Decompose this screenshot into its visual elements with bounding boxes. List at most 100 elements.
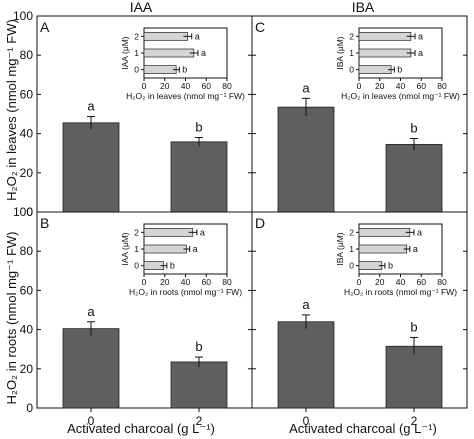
panel-label: C (255, 19, 265, 35)
inset-significance-letter: a (417, 227, 422, 237)
inset-x-tick-label: 40 (181, 277, 191, 287)
panel-label: B (40, 215, 49, 231)
y-tick-label: 80 (20, 48, 34, 62)
significance-letter: b (195, 339, 202, 354)
bar (385, 143, 443, 213)
y-axis-label-leaves: H₂O₂ in leaves (nmol mg⁻¹ FW) (4, 19, 19, 201)
inset-bar (358, 48, 412, 58)
y-tick-label: 100 (13, 9, 33, 23)
panel-frame (251, 211, 468, 409)
bar (62, 122, 120, 213)
significance-letter: a (302, 80, 310, 95)
inset-significance-letter: b (170, 261, 175, 271)
inset-x-tick-label: 0 (357, 277, 362, 287)
bar (170, 141, 228, 213)
inset-x-axis-label: H₂O₂ in leaves (nmol mg⁻¹ FW) (341, 91, 460, 101)
inset-x-tick-label: 60 (202, 81, 212, 91)
inset-bar (358, 65, 392, 75)
inset-bar (143, 48, 195, 58)
y-tick-label: 80 (20, 244, 34, 258)
inset-bar (143, 65, 177, 75)
bar (170, 361, 228, 409)
inset-x-tick-label: 20 (375, 81, 385, 91)
x-tick-label: 0 (303, 414, 310, 428)
inset-bar (358, 244, 408, 254)
inset-x-tick-label: 80 (437, 81, 447, 91)
x-axis-label-left: Activated charcoal (g L⁻¹) (67, 421, 215, 436)
x-axis-label-right: Activated charcoal (g L⁻¹) (289, 421, 437, 436)
inset-x-tick-label: 80 (437, 277, 447, 287)
inset-x-axis-label: H₂O₂ in roots (nmol mg⁻¹ FW) (344, 287, 457, 297)
inset-y-tick-label: 1 (349, 48, 354, 58)
inset-y-axis-label: IBA (μM) (335, 232, 345, 265)
inset-bar (358, 261, 383, 271)
inset-x-tick-label: 20 (375, 277, 385, 287)
inset-y-axis-label: IAA (μM) (120, 36, 130, 69)
y-tick-label: 20 (20, 362, 34, 376)
inset-y-tick-label: 0 (349, 261, 354, 271)
y-tick-label: 20 (20, 166, 34, 180)
inset-y-tick-label: 0 (134, 261, 139, 271)
inset-y-tick-label: 2 (349, 31, 354, 41)
bar (62, 328, 120, 409)
y-axis-label-roots: H₂O₂ in roots (nmol mg⁻¹ FW) (4, 232, 19, 405)
inset-y-tick-label: 2 (134, 227, 139, 237)
inset-significance-letter: a (201, 48, 206, 58)
inset-bar (143, 227, 194, 237)
inset-y-tick-label: 0 (134, 65, 139, 75)
inset-significance-letter: a (195, 31, 200, 41)
inset-x-tick-label: 40 (181, 81, 191, 91)
inset-y-tick-label: 1 (134, 244, 139, 254)
inset-significance-letter: b (397, 65, 402, 75)
inset-x-axis-label: H₂O₂ in roots (nmol mg⁻¹ FW) (129, 287, 242, 297)
significance-letter: a (87, 99, 95, 114)
inset-bar (143, 31, 188, 41)
inset-x-tick-label: 60 (417, 81, 427, 91)
column-header-iba: IBA (352, 0, 375, 15)
bar (277, 321, 335, 409)
inset-x-tick-label: 0 (142, 277, 147, 287)
significance-letter: b (195, 120, 202, 135)
significance-letter: a (302, 297, 310, 312)
x-tick-label: 2 (411, 414, 418, 428)
inset-significance-letter: a (418, 48, 423, 58)
bar (385, 345, 443, 409)
inset-significance-letter: a (193, 244, 198, 254)
inset-y-axis-label: IBA (μM) (335, 36, 345, 69)
inset-x-tick-label: 40 (396, 81, 406, 91)
inset-x-tick-label: 60 (202, 277, 212, 287)
inset-x-tick-label: 80 (222, 81, 232, 91)
y-tick-label: 0 (26, 205, 33, 219)
inset-y-tick-label: 2 (134, 31, 139, 41)
inset-x-tick-label: 60 (417, 277, 427, 287)
inset-x-tick-label: 20 (160, 277, 170, 287)
significance-letter: a (87, 304, 95, 319)
inset-y-tick-label: 1 (134, 48, 139, 58)
inset-x-tick-label: 0 (142, 81, 147, 91)
x-tick-label: 0 (88, 414, 95, 428)
y-tick-label: 100 (13, 205, 33, 219)
inset-x-tick-label: 0 (357, 81, 362, 91)
inset-y-tick-label: 2 (349, 227, 354, 237)
inset-x-tick-label: 80 (222, 277, 232, 287)
inset-x-tick-label: 20 (160, 81, 170, 91)
inset-significance-letter: b (388, 261, 393, 271)
inset-y-tick-label: 0 (349, 65, 354, 75)
y-tick-label: 60 (20, 283, 34, 297)
inset-significance-letter: a (418, 31, 423, 41)
inset-bar (143, 244, 187, 254)
panel-label: A (40, 19, 50, 35)
inset-x-axis-label: H₂O₂ in leaves (nmol mg⁻¹ FW) (126, 91, 245, 101)
inset-y-tick-label: 1 (349, 244, 354, 254)
x-tick-label: 2 (196, 414, 203, 428)
